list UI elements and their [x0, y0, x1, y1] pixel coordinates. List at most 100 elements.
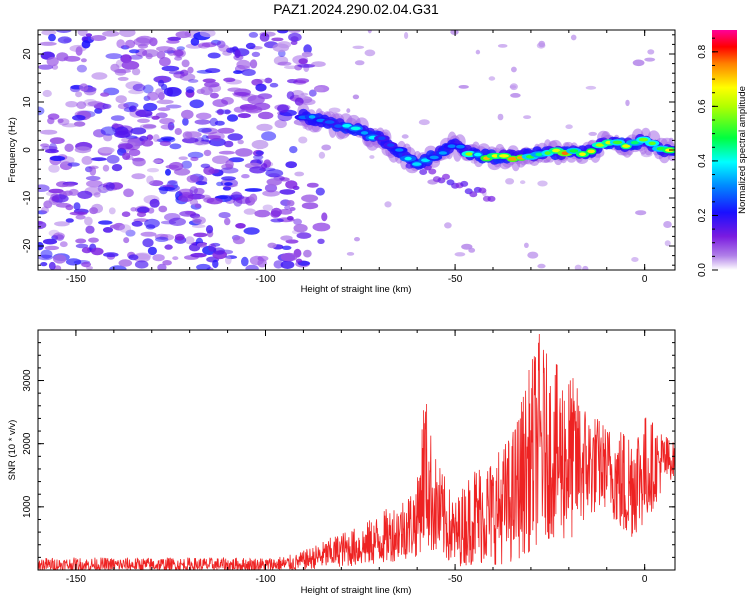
ridge-branch: [428, 168, 437, 175]
noise-blob: [315, 187, 325, 196]
noise-blob: [216, 181, 224, 187]
noise-blob: [160, 136, 175, 141]
noise-blob: [91, 157, 107, 162]
noise-blob: [117, 76, 129, 81]
noise-blob: [285, 180, 298, 189]
snr-frame: [37, 329, 676, 571]
noise-blob: [77, 190, 93, 199]
noise-blob: [187, 66, 194, 74]
noise-blob: [80, 58, 87, 63]
noise-blob: [168, 161, 184, 171]
noise-blob: [418, 119, 430, 126]
noise-blob: [41, 206, 49, 214]
noise-blob: [367, 30, 372, 34]
noise-blob: [280, 252, 298, 262]
noise-blob: [53, 254, 67, 264]
noise-blob: [235, 223, 246, 229]
noise-blob: [102, 30, 120, 37]
noise-blob: [146, 175, 154, 185]
noise-blob: [233, 70, 243, 74]
noise-blob: [249, 193, 258, 203]
noise-blob: [511, 66, 517, 73]
noise-blob: [121, 211, 131, 217]
noise-blob: [265, 169, 284, 178]
noise-blob: [48, 33, 56, 42]
noise-blob: [253, 154, 264, 160]
noise-blob: [117, 103, 129, 110]
noise-blob: [121, 60, 140, 70]
noise-blob: [352, 45, 365, 49]
noise-blob: [261, 131, 277, 141]
spectrogram-x-label: Height of straight line (km): [301, 284, 412, 295]
noise-blob: [236, 59, 251, 70]
noise-blob: [105, 182, 115, 191]
noise-blob: [136, 35, 154, 44]
noise-blob: [42, 238, 58, 245]
noise-blob: [384, 201, 392, 208]
x-tick-label: -100: [255, 274, 275, 285]
noise-blob: [116, 39, 125, 49]
noise-blob: [227, 133, 243, 141]
noise-blob: [226, 114, 239, 122]
noise-blob: [137, 43, 149, 49]
ridge-peak: [587, 149, 595, 154]
noise-blob: [243, 227, 260, 235]
noise-blob: [152, 134, 160, 143]
noise-blob: [45, 148, 59, 154]
noise-blob: [538, 40, 546, 48]
noise-blob: [255, 83, 267, 92]
noise-blob: [169, 143, 182, 150]
noise-blob: [142, 238, 154, 248]
noise-blob: [38, 210, 48, 215]
noise-blob: [49, 142, 57, 153]
noise-blob: [74, 146, 92, 154]
ridge-peak: [579, 152, 586, 156]
noise-blob: [188, 79, 199, 83]
noise-blob: [266, 178, 282, 186]
noise-blob: [106, 154, 120, 164]
noise-blob: [151, 115, 160, 120]
ridge-peak: [552, 148, 561, 153]
noise-blob: [98, 220, 113, 225]
ridge-peak: [378, 136, 386, 140]
noise-blob: [262, 204, 273, 211]
noise-blob: [204, 81, 220, 88]
noise-blob: [175, 31, 192, 39]
noise-blob: [125, 39, 136, 49]
noise-blob: [264, 183, 278, 193]
noise-blob: [524, 242, 529, 248]
ridge-peak: [544, 151, 551, 155]
noise-blob: [84, 216, 93, 226]
ridge-peak: [612, 140, 623, 145]
noise-blob: [223, 77, 236, 83]
noise-blob: [156, 99, 174, 105]
noise-blob: [277, 30, 289, 34]
noise-blob: [209, 117, 218, 127]
noise-blob: [40, 262, 48, 267]
noise-blob: [157, 263, 167, 270]
noise-blob: [401, 134, 409, 139]
noise-blob: [158, 205, 168, 213]
noise-blob: [162, 260, 172, 266]
noise-blob: [301, 202, 319, 210]
noise-blob: [131, 67, 141, 76]
noise-blob: [131, 173, 146, 180]
noise-blob: [65, 258, 82, 266]
noise-blob: [65, 218, 74, 223]
noise-blob: [458, 85, 469, 89]
noise-blob: [77, 30, 88, 37]
noise-blob: [193, 232, 208, 238]
x-tick-label: -50: [448, 574, 463, 585]
noise-blob: [48, 261, 56, 270]
noise-blob: [664, 240, 671, 247]
noise-blob: [286, 91, 295, 100]
noise-blob: [200, 86, 213, 96]
noise-blob: [102, 164, 110, 172]
noise-blob: [205, 68, 221, 74]
noise-blob: [159, 118, 175, 125]
ridge-peak: [638, 137, 649, 142]
y-tick-label: -20: [22, 238, 33, 253]
noise-blob: [49, 155, 66, 161]
noise-blob: [497, 44, 508, 48]
noise-blob: [146, 134, 154, 141]
